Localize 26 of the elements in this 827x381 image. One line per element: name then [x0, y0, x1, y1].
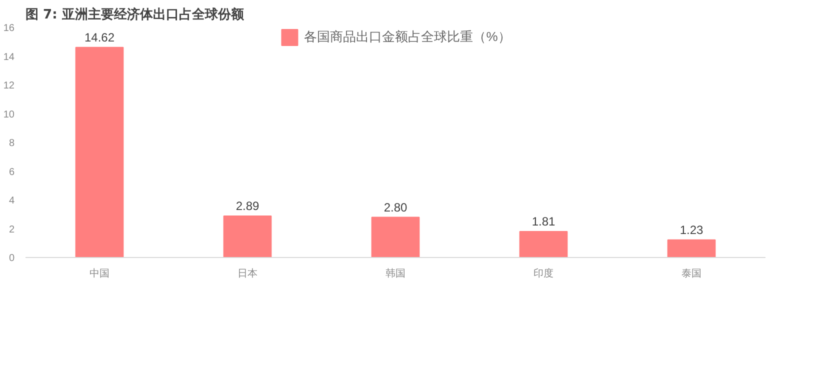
x-tick-label: 泰国	[682, 268, 702, 280]
data-label: 14.62	[84, 30, 115, 44]
y-tick-label: 0	[8, 253, 15, 264]
x-tick-label: 中国	[90, 268, 110, 280]
y-tick-label: 16	[3, 23, 15, 34]
bar	[75, 46, 124, 258]
x-tick-label: 印度	[534, 268, 554, 280]
y-tick-label: 8	[8, 138, 15, 149]
data-label: 2.80	[384, 200, 408, 214]
y-tick-label: 4	[8, 196, 15, 206]
y-tick-label: 6	[8, 166, 15, 178]
bar	[667, 239, 716, 258]
data-label: 1.23	[680, 222, 704, 237]
y-tick-label: 14	[3, 52, 15, 63]
bar	[371, 216, 420, 258]
x-tick-label: 韩国	[386, 268, 406, 280]
bar	[519, 230, 568, 258]
y-tick-label: 12	[3, 80, 15, 92]
x-tick-label: 日本	[238, 268, 258, 280]
data-label: 1.81	[532, 214, 556, 228]
legend-label: 各国商品出口金额占全球比重（%）	[304, 28, 511, 46]
data-label: 2.89	[236, 198, 260, 213]
bar	[223, 215, 272, 258]
y-tick-label: 10	[3, 109, 15, 120]
chart-title: 图 7: 亚洲主要经济体出口占全球份额	[26, 6, 245, 22]
y-tick-label: 2	[8, 224, 15, 236]
